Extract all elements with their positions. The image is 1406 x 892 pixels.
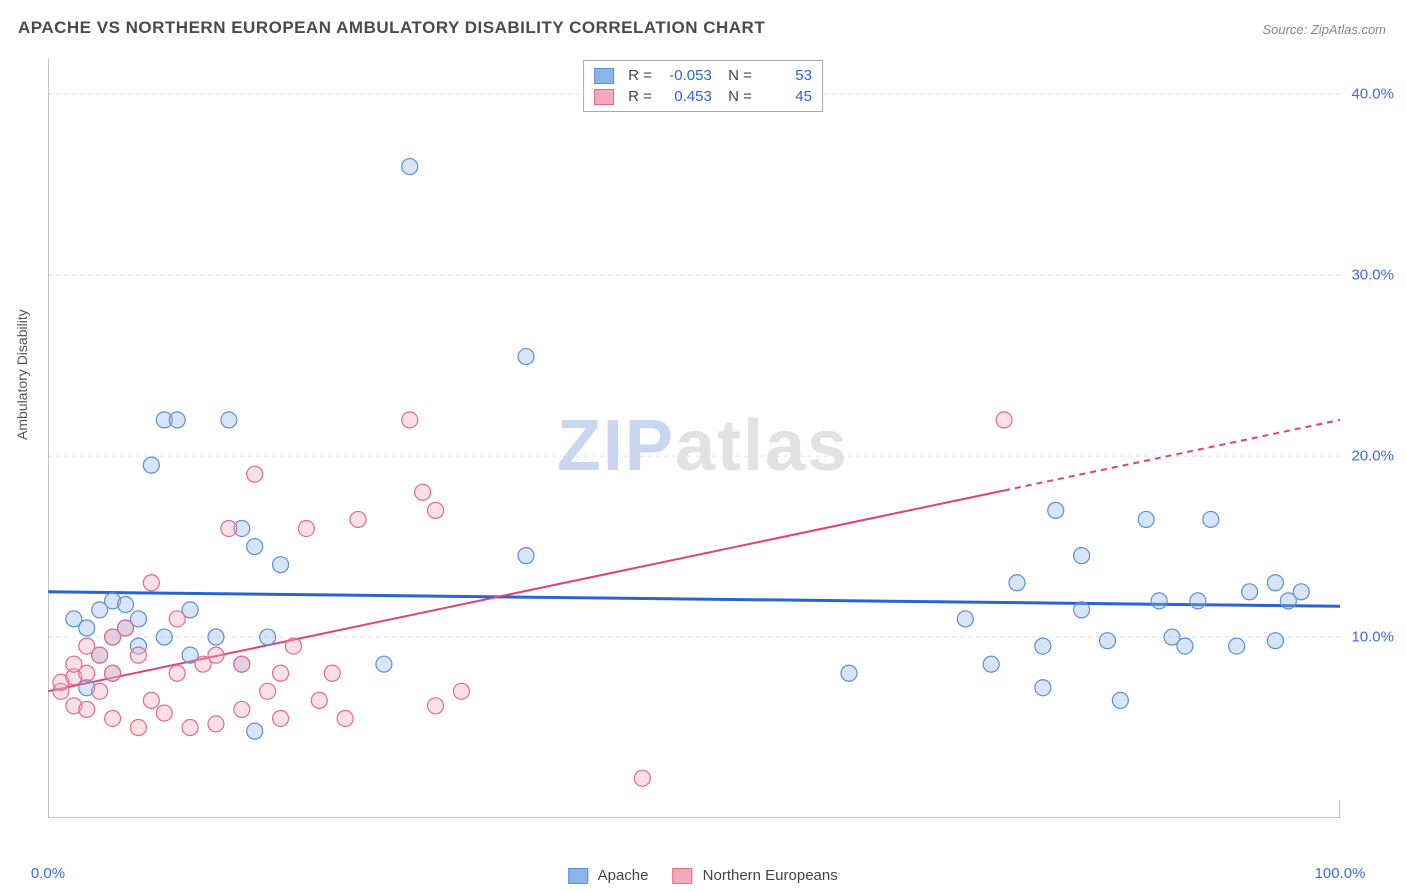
y-tick-label: 40.0% (1351, 86, 1394, 103)
bottom-legend-item-0: Apache (568, 867, 648, 884)
x-tick-label: 0.0% (31, 865, 65, 882)
stat-r-label-1: R = (628, 88, 652, 105)
bottom-legend: Apache Northern Europeans (568, 867, 837, 884)
stat-n-value-0: 53 (760, 67, 812, 84)
stat-legend-swatch-0 (594, 68, 614, 84)
bottom-legend-swatch-0 (568, 868, 588, 884)
y-tick-label: 30.0% (1351, 267, 1394, 284)
bottom-legend-label-0: Apache (598, 867, 649, 884)
bottom-legend-item-1: Northern Europeans (672, 867, 837, 884)
stat-legend-row-1: R = 0.453 N = 45 (594, 86, 812, 107)
scatter-chart (48, 58, 1340, 818)
x-tick-label: 100.0% (1315, 865, 1366, 882)
y-axis-label: Ambulatory Disability (14, 309, 30, 440)
stat-n-value-1: 45 (760, 88, 812, 105)
stat-legend: R = -0.053 N = 53 R = 0.453 N = 45 (583, 60, 823, 112)
y-tick-label: 20.0% (1351, 448, 1394, 465)
bottom-legend-swatch-1 (672, 868, 692, 884)
stat-legend-swatch-1 (594, 89, 614, 105)
stat-r-value-0: -0.053 (660, 67, 712, 84)
stat-n-label-1: N = (720, 88, 752, 105)
stat-r-label-0: R = (628, 67, 652, 84)
chart-title: APACHE VS NORTHERN EUROPEAN AMBULATORY D… (18, 18, 765, 38)
bottom-legend-label-1: Northern Europeans (703, 867, 838, 884)
stat-n-label-0: N = (720, 67, 752, 84)
stat-legend-row-0: R = -0.053 N = 53 (594, 65, 812, 86)
y-tick-label: 10.0% (1351, 629, 1394, 646)
source-label: Source: ZipAtlas.com (1262, 22, 1386, 37)
stat-r-value-1: 0.453 (660, 88, 712, 105)
